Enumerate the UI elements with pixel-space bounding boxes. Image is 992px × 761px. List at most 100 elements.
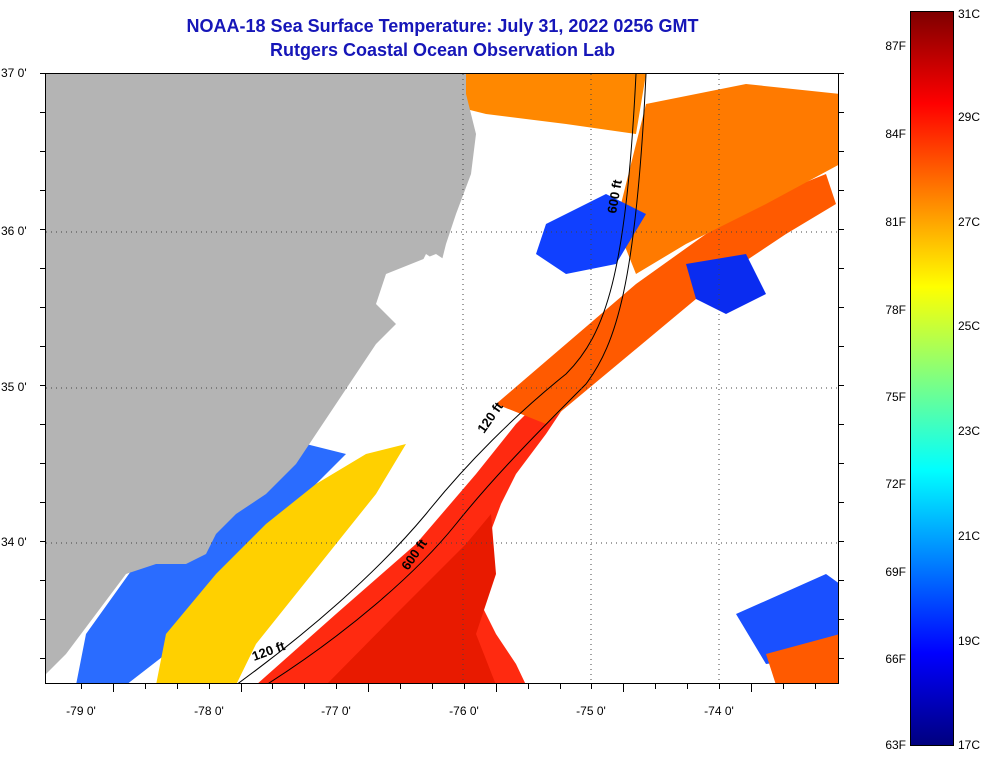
colorbar-c-27: 27C: [958, 215, 981, 229]
colorbar-c-21: 21C: [958, 529, 981, 543]
map-tick-right: [839, 112, 844, 113]
map-tick-right: [839, 268, 844, 269]
map-tick-right: [839, 502, 844, 503]
map-tick-left: [40, 268, 45, 269]
colorbar-f-84: 84F: [885, 127, 906, 141]
map-tick-bottom: [655, 684, 657, 689]
map-subtitle: Rutgers Coastal Ocean Observation Lab: [269, 40, 616, 60]
isobath-600ft: [268, 74, 647, 683]
colorbar-c-23: 23C: [958, 424, 981, 438]
isobath-label-600-north: 600 ft: [604, 178, 625, 215]
sst-mid-coastal: [156, 444, 406, 683]
map-tick-right: [839, 229, 844, 230]
map-tick-left: [40, 112, 45, 113]
map-tick-bottom: [112, 684, 114, 692]
colorbar-c-25: 25C: [958, 319, 981, 333]
map-title: NOAA-18 Sea Surface Temperature: July 31…: [186, 16, 699, 36]
map-tick-bottom: [782, 684, 784, 689]
map-tick-right: [839, 619, 844, 620]
colorbar-c-19: 19C: [958, 634, 981, 648]
map-tick-bottom: [495, 684, 497, 692]
graticule: [46, 74, 838, 683]
map-tick-bottom: [240, 684, 242, 692]
sst-warm-water-core: [327, 514, 496, 683]
map-tick-left: [40, 658, 45, 659]
lon-label-76: -76 0': [449, 704, 479, 718]
map-tick-right: [839, 580, 844, 581]
map-tick-bottom: [591, 684, 593, 689]
map-tick-bottom: [81, 684, 82, 689]
map-tick-left: [40, 229, 45, 230]
colorbar-c-17: 17C: [958, 738, 981, 752]
map-tick-bottom: [208, 684, 210, 689]
map-tick-bottom: [144, 684, 146, 689]
map-tick-left: [40, 619, 45, 620]
map-tick-bottom: [623, 684, 625, 692]
lat-label-37: 37 0': [1, 66, 27, 80]
map-tick-bottom: [431, 684, 433, 689]
sst-warm-water: [258, 394, 566, 683]
map-tick-left: [40, 73, 45, 74]
isobath-120ft: [237, 74, 637, 683]
land-mass: [46, 74, 476, 674]
map-tick-left: [40, 541, 45, 542]
sound-pamlico: [376, 254, 466, 334]
map-tick-right: [839, 424, 844, 425]
lat-label-35: 35 0': [1, 380, 27, 394]
map-tick-bottom: [272, 684, 274, 689]
map-tick-left: [40, 424, 45, 425]
map-tick-right: [839, 307, 844, 308]
colorbar-f-66: 66F: [885, 652, 906, 666]
lat-label-34: 34 0': [1, 535, 27, 549]
map-tick-right: [839, 73, 844, 74]
colorbar-f-78: 78F: [885, 303, 906, 317]
map-tick-left: [40, 463, 45, 464]
colorbar-f-87: 87F: [885, 39, 906, 53]
sst-cool-coastal: [76, 444, 346, 683]
colorbar-c-29: 29C: [958, 110, 981, 124]
map-tick-bottom: [176, 684, 178, 689]
map-tick-left: [40, 502, 45, 503]
map-tick-left: [40, 190, 45, 191]
lat-label-36: 36 0': [1, 224, 27, 238]
colorbar-f-69: 69F: [885, 565, 906, 579]
sst-offshore-blue: [686, 254, 766, 314]
lon-label-77: -77 0': [321, 704, 351, 718]
map-tick-bottom: [750, 684, 752, 692]
colorbar-f-81: 81F: [885, 215, 906, 229]
map-tick-bottom: [559, 684, 561, 689]
map-tick-bottom: [814, 684, 816, 689]
map-tick-bottom: [719, 684, 720, 689]
sst-map: 600 ft 120 ft 600 ft 120 ft: [45, 73, 839, 684]
colorbar-c-31: 31C: [958, 7, 981, 21]
colorbar-f-72: 72F: [885, 477, 906, 491]
map-tick-bottom: [368, 684, 370, 692]
temperature-colorbar: [910, 11, 954, 746]
map-tick-right: [839, 151, 844, 152]
map-tick-bottom: [463, 684, 465, 689]
map-tick-right: [839, 541, 844, 542]
sst-southeast-warm: [766, 634, 838, 683]
colorbar-f-75: 75F: [885, 390, 906, 404]
map-tick-right: [839, 346, 844, 347]
map-tick-bottom: [336, 684, 338, 689]
map-tick-left: [40, 580, 45, 581]
map-tick-right: [839, 658, 844, 659]
map-tick-left: [40, 385, 45, 386]
colorbar-f-63: 63F: [885, 738, 906, 752]
map-tick-bottom: [527, 684, 529, 689]
map-tick-left: [40, 151, 45, 152]
map-tick-left: [40, 346, 45, 347]
map-tick-bottom: [687, 684, 689, 689]
lon-label-79: -79 0': [66, 704, 96, 718]
sst-warm-offshore: [616, 84, 838, 274]
map-tick-left: [40, 307, 45, 308]
sst-map-svg: 600 ft 120 ft 600 ft 120 ft: [46, 74, 838, 683]
map-tick-right: [839, 463, 844, 464]
map-tick-bottom: [304, 684, 306, 689]
map-tick-right: [839, 385, 844, 386]
lon-label-75: -75 0': [576, 704, 606, 718]
lon-label-78: -78 0': [194, 704, 224, 718]
map-tick-right: [839, 190, 844, 191]
sst-gulf-stream-band: [496, 174, 836, 424]
